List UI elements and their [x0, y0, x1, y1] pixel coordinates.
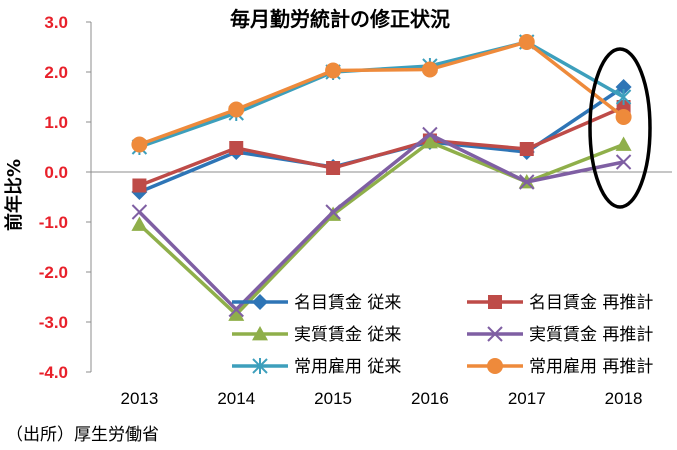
data-point-2-5	[519, 142, 534, 156]
data-point-2-3	[326, 161, 341, 175]
data-point-4-3	[325, 204, 341, 220]
series-2	[132, 100, 631, 193]
data-point-3-4	[421, 134, 438, 149]
chart-title: 毎月勤労統計の修正状況	[230, 7, 450, 31]
legend-item: 名目賃金 再推計	[467, 293, 653, 313]
x-tick-label: 2017	[508, 389, 546, 408]
legend-label: 名目賃金 再推計	[529, 293, 653, 313]
data-point-3-2	[228, 306, 245, 321]
data-point-5-6	[615, 89, 632, 105]
data-point-6-3	[325, 62, 342, 79]
legend-label: 実質賃金 従来	[294, 325, 401, 345]
data-point-6-5	[518, 34, 535, 50]
x-tick-label: 2013	[121, 389, 159, 408]
legend-label: 常用雇用 従来	[294, 357, 401, 377]
y-tick-label: 1.0	[44, 113, 68, 132]
data-point-3-6	[615, 136, 632, 151]
y-tick-label: 2.0	[44, 63, 68, 82]
y-tick-label: 3.0	[44, 13, 68, 32]
data-point-legend-3	[252, 326, 268, 341]
legend-item: 実質賃金 従来	[232, 325, 401, 345]
series-line-3	[138, 140, 625, 317]
legend-label: 常用雇用 再推計	[529, 357, 653, 377]
x-tick-label: 2018	[605, 389, 643, 408]
series-line-2	[138, 105, 625, 188]
data-point-6-2	[228, 101, 245, 118]
series-6	[131, 34, 632, 153]
data-point-6-4	[421, 61, 438, 78]
source-note: （出所）厚生労働省	[6, 425, 159, 445]
y-tick-label: -3.0	[39, 313, 68, 332]
y-tick-label: -4.0	[39, 363, 68, 382]
series-line-6	[138, 40, 625, 147]
data-point-legend-1	[252, 294, 268, 310]
data-point-4-4	[422, 126, 438, 143]
data-point-1-6	[615, 79, 632, 95]
y-axis-label: 前年比%	[3, 159, 25, 231]
legend-item: 実質賃金 再推計	[467, 325, 653, 345]
data-point-4-1	[131, 204, 148, 220]
data-point-3-1	[131, 216, 148, 231]
data-point-2-2	[229, 141, 244, 155]
series-line-4	[138, 132, 624, 312]
x-tick-labels: 2013 2014 2015 2016 2017 2018	[121, 389, 643, 408]
legend-item: 常用雇用 従来	[232, 357, 401, 377]
legend-item: 常用雇用 再推計	[467, 357, 653, 377]
legend-label: 名目賃金 従来	[294, 293, 401, 313]
y-tick-marks	[86, 21, 91, 373]
y-tick-label: 0.0	[44, 163, 68, 182]
data-point-legend-2	[488, 295, 502, 309]
data-point-2-1	[132, 178, 147, 193]
y-tick-label: -1.0	[39, 213, 68, 232]
y-tick-label: -2.0	[39, 263, 68, 282]
data-point-4-2	[228, 301, 244, 318]
data-point-6-6	[615, 109, 632, 125]
series-4	[131, 126, 632, 318]
data-point-4-6	[615, 154, 632, 170]
highlight-ellipse	[588, 47, 652, 209]
data-point-legend-6	[487, 358, 503, 374]
y-tick-labels: 3.0 2.0 1.0 0.0 -1.0 -2.0 -3.0 -4.0	[39, 13, 68, 382]
x-tick-label: 2016	[411, 389, 449, 408]
data-point-6-1	[131, 136, 148, 153]
data-point-legend-4	[487, 326, 503, 342]
legend-item: 名目賃金 従来	[232, 293, 401, 313]
data-point-legend-5	[252, 358, 268, 374]
data-point-4-5	[519, 174, 535, 190]
legend-label: 実質賃金 再推計	[529, 325, 653, 345]
series-layer	[131, 34, 632, 321]
x-tick-label: 2015	[314, 389, 352, 408]
x-tick-label: 2014	[217, 389, 255, 408]
